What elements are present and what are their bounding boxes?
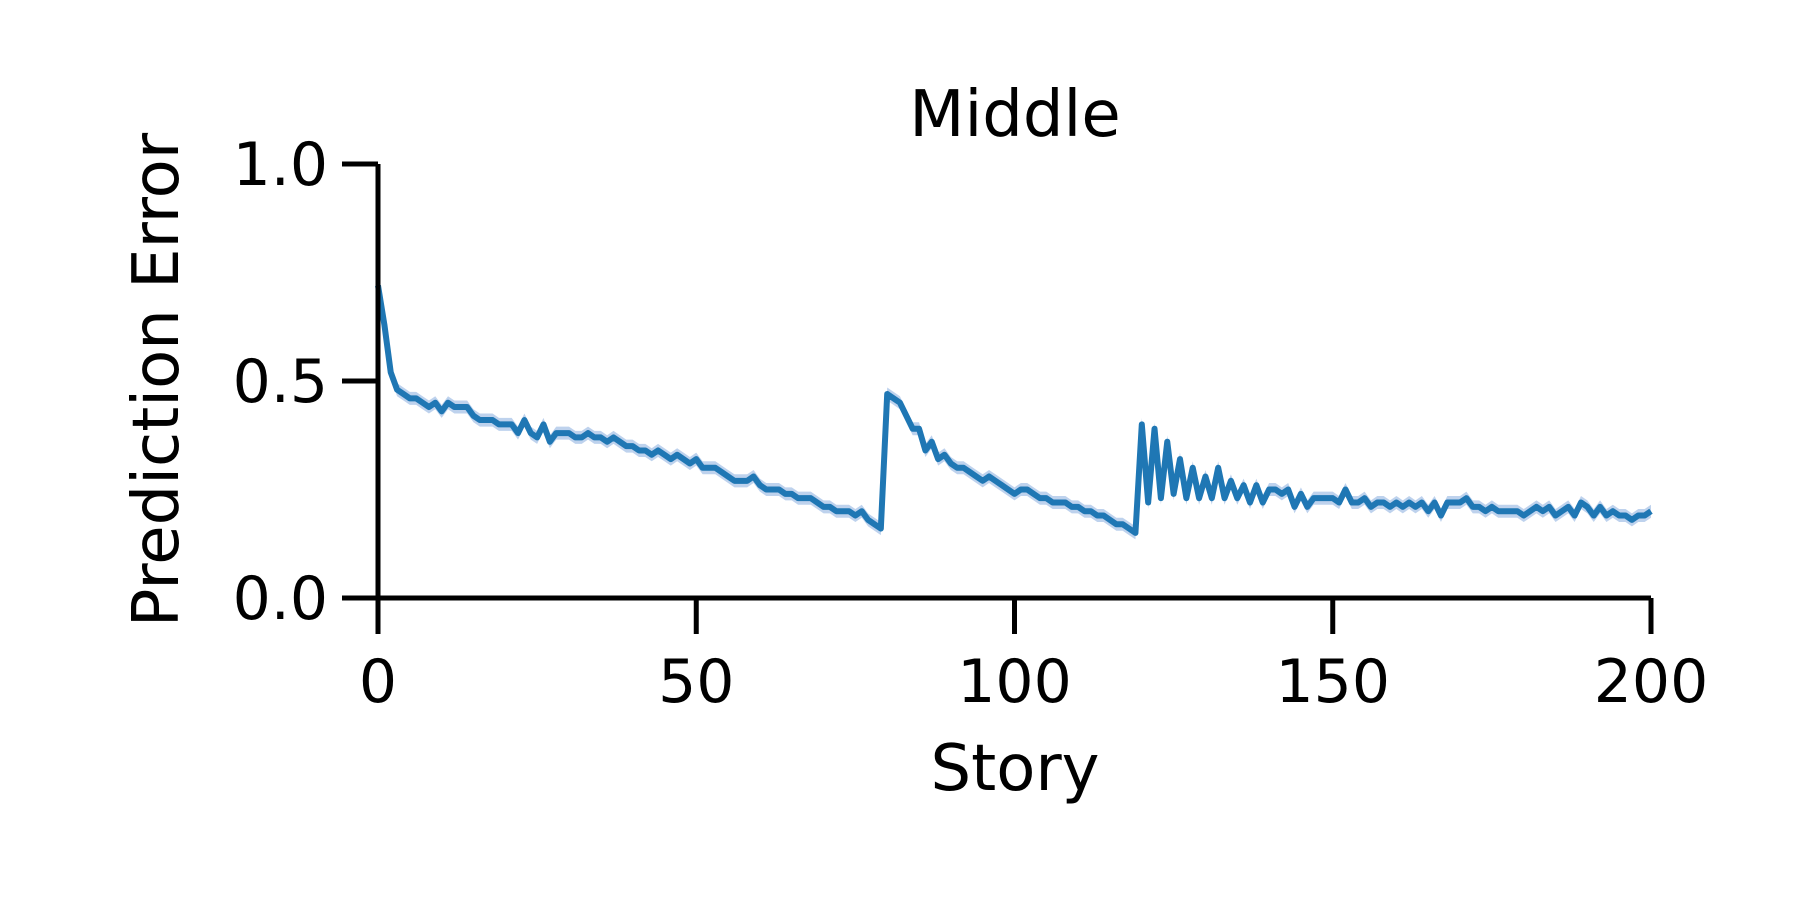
y-axis-label: Prediction Error: [120, 132, 194, 627]
x-tick-label: 150: [1275, 647, 1390, 717]
y-tick-label: 1.0: [233, 130, 328, 200]
x-axis-label: Story: [930, 732, 1099, 806]
y-tick-label: 0.0: [233, 564, 328, 634]
x-tick-label: 100: [957, 647, 1072, 717]
chart-title: Middle: [909, 78, 1120, 152]
x-tick-label: 0: [359, 647, 397, 717]
x-tick-label: 200: [1594, 647, 1709, 717]
x-tick-label: 50: [658, 647, 734, 717]
y-tick-label: 0.5: [233, 347, 328, 417]
data-line: [375, 285, 1653, 536]
